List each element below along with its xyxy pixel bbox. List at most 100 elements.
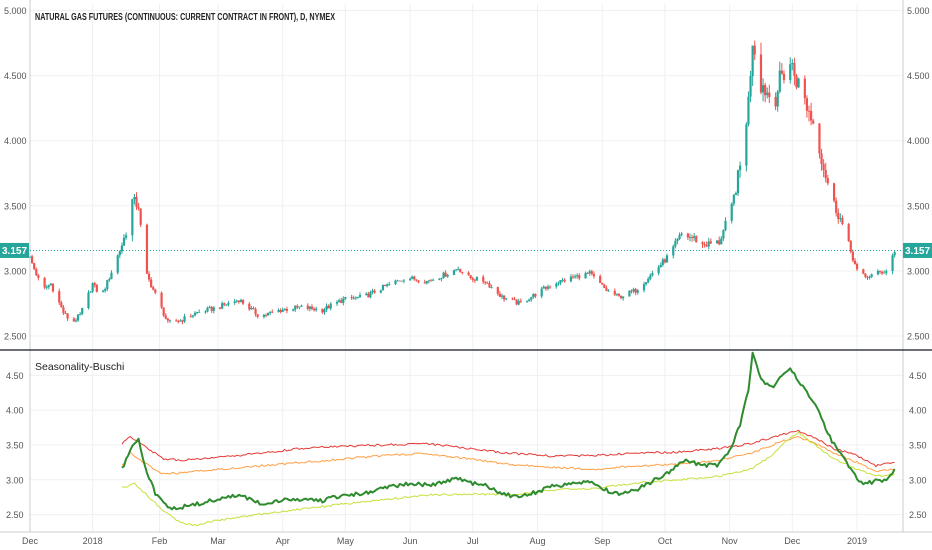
candle-body <box>749 76 752 97</box>
candle-body <box>256 314 259 317</box>
candle-body <box>425 281 428 284</box>
candle-body <box>118 251 121 256</box>
candle-body <box>663 259 667 263</box>
candle-body <box>870 274 873 277</box>
candle-body <box>636 290 639 293</box>
candle-body <box>789 64 792 80</box>
indicator-y-tick-label: 2.50 <box>6 510 24 520</box>
candle-body <box>745 124 748 166</box>
candle-body <box>534 294 537 297</box>
candle-body <box>855 263 859 270</box>
candle-body <box>325 305 328 310</box>
candle-body <box>866 276 869 278</box>
x-tick-label: Dec <box>784 536 801 546</box>
y-tick-label: 5.000 <box>907 6 930 16</box>
y-tick-label: 4.500 <box>4 71 27 81</box>
seasonality-line <box>121 436 895 475</box>
candle-body <box>475 276 479 281</box>
x-tick-label: Aug <box>530 536 546 546</box>
candle-body <box>312 308 316 311</box>
candle-body <box>191 315 195 317</box>
candle-body <box>327 305 330 309</box>
candle-body <box>881 271 884 274</box>
candle-body <box>45 287 48 288</box>
candle-body <box>365 293 368 296</box>
candle-body <box>315 308 318 311</box>
candle-body <box>586 273 589 274</box>
candle-body <box>164 315 167 319</box>
candle-body <box>540 288 543 297</box>
candle-body <box>135 196 138 208</box>
candle-body <box>705 245 708 247</box>
candle-body <box>72 318 75 322</box>
candle-body <box>780 70 783 74</box>
candle-body <box>878 271 882 272</box>
candle-body <box>709 241 712 244</box>
candle-body <box>736 170 740 194</box>
candle-body <box>120 245 123 252</box>
candle-body <box>431 279 435 281</box>
candle-body <box>223 303 226 305</box>
candle-body <box>632 289 635 292</box>
candle-body <box>81 308 84 315</box>
candle-body <box>206 307 209 312</box>
candle-body <box>555 283 558 287</box>
candle-body <box>189 316 192 318</box>
candle-body <box>548 286 552 288</box>
y-tick-label: 4.000 <box>4 136 27 146</box>
candle-body <box>849 240 852 252</box>
candle-body <box>657 267 660 274</box>
candle-body <box>329 303 332 309</box>
candle-body <box>803 78 806 99</box>
candle-body <box>734 193 738 196</box>
candle-body <box>853 260 857 264</box>
candle-body <box>515 299 518 305</box>
indicator-y-tick-label: 3.00 <box>909 475 927 485</box>
candle-body <box>791 63 794 65</box>
candle-body <box>33 262 36 269</box>
candle-body <box>768 92 771 98</box>
candle-body <box>66 313 69 319</box>
candle-body <box>674 241 677 247</box>
candle-body <box>599 276 602 283</box>
candle-body <box>693 236 696 238</box>
candle-body <box>160 292 163 308</box>
candle-body <box>154 289 157 293</box>
candle-body <box>233 301 236 303</box>
y-tick-label: 2.500 <box>907 331 930 341</box>
candle-body <box>647 279 650 283</box>
candle-body <box>505 298 508 300</box>
candle-body <box>79 314 82 315</box>
candle-body <box>490 287 493 288</box>
candle-body <box>415 279 418 281</box>
candle-body <box>195 312 199 313</box>
candle-body <box>198 311 201 313</box>
candle-body <box>166 318 169 321</box>
candle-body <box>753 45 756 55</box>
candle-body <box>502 295 506 300</box>
candle-body <box>452 270 456 275</box>
candle-body <box>292 309 295 311</box>
candle-body <box>797 78 800 88</box>
candle-body <box>358 295 362 298</box>
x-tick-label: Dec <box>22 536 39 546</box>
x-tick-label: Jun <box>403 536 418 546</box>
candle-body <box>321 308 324 313</box>
candle-body <box>747 96 750 125</box>
candle-body <box>576 275 579 277</box>
candle-body <box>37 275 40 278</box>
x-tick-label: Sep <box>594 536 610 546</box>
candle-body <box>885 271 888 273</box>
candle-body <box>76 314 80 321</box>
candle-body <box>471 278 474 280</box>
candle-body <box>411 276 414 279</box>
candle-body <box>569 276 573 282</box>
candle-body <box>759 54 763 93</box>
candle-body <box>793 63 796 76</box>
candle-body <box>60 302 63 308</box>
candle-body <box>876 271 880 275</box>
candle-body <box>323 309 326 313</box>
candle-body <box>805 98 809 111</box>
candle-body <box>162 307 165 316</box>
